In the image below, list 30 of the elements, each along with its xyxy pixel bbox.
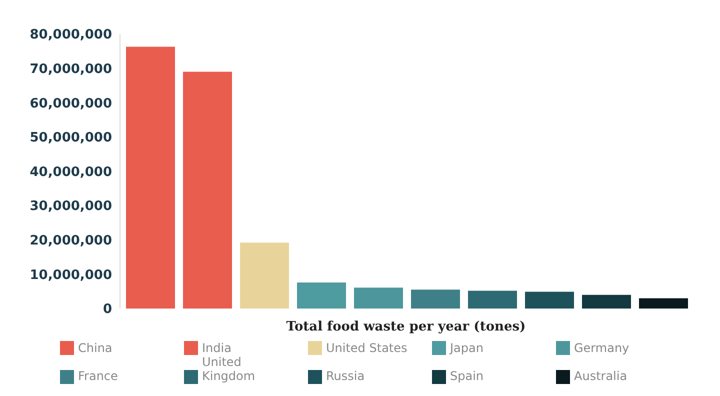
legend-label: Australia [574,369,628,384]
bar [639,298,688,309]
legend-label: Germany [574,340,630,355]
y-tick-label: 50,000,000 [30,130,112,146]
y-tick-label: 60,000,000 [30,96,112,112]
y-tick-label: 20,000,000 [30,234,112,249]
bar [297,282,346,309]
bar [411,290,460,309]
y-tick-label: 40,000,000 [30,164,112,180]
legend-label: France [78,369,119,384]
legend-label: Russia [326,369,366,384]
y-tick-label: 80,000,000 [30,28,112,43]
bar [525,292,574,309]
x-axis-title: Total food waste per year (tones) [286,320,526,335]
legend-label: Spain [450,369,485,384]
bar [183,72,232,309]
bar [126,46,175,309]
legend-label: India [202,340,232,355]
bar [582,294,631,309]
legend-label: Japan [450,340,484,355]
legend-label: China [78,340,114,355]
y-tick-label: 70,000,000 [30,62,112,77]
y-tick-label: 10,000,000 [30,268,112,283]
y-tick-label: 30,000,000 [30,199,112,214]
y-tick-label: 0 [102,302,112,318]
legend-label: United States [326,340,408,355]
bar [240,242,289,309]
bar [468,290,517,309]
legend-label: United Kingdom [202,355,256,384]
bar [354,288,403,309]
